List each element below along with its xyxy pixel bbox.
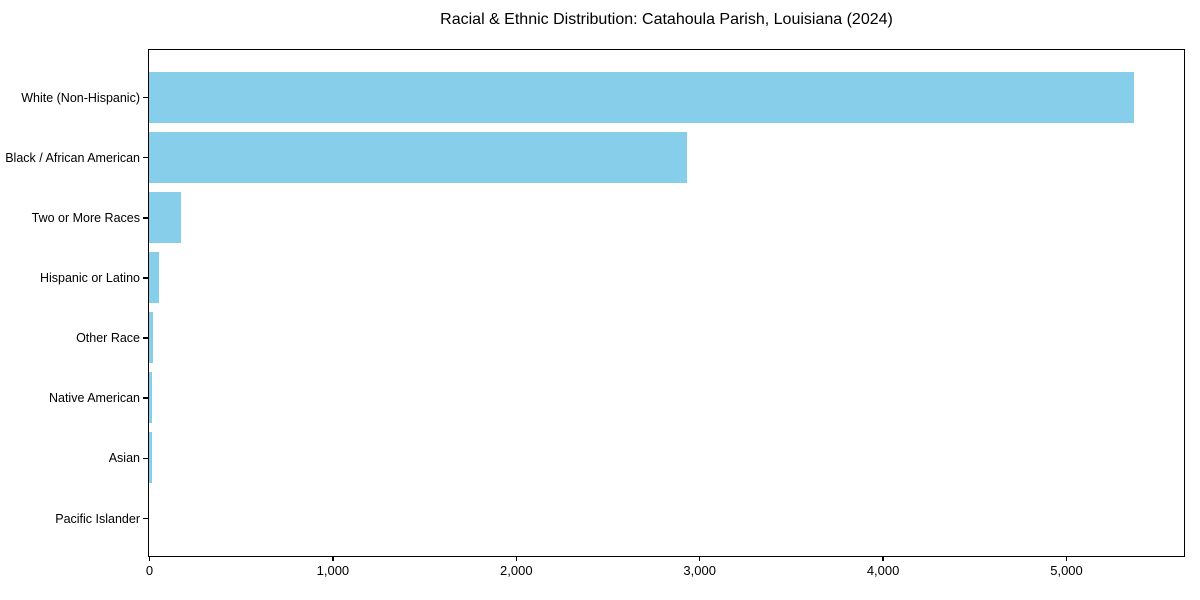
x-tick-label: 2,000 <box>500 563 533 578</box>
x-tick-label: 3,000 <box>683 563 716 578</box>
x-tick-mark <box>148 556 151 561</box>
y-axis-label: Two or More Races <box>31 210 140 225</box>
y-axis-label: Hispanic or Latino <box>39 270 140 285</box>
y-tick-mark <box>143 457 148 460</box>
x-tick-mark <box>332 556 334 561</box>
x-tick-mark <box>515 556 517 561</box>
y-axis-label: Native American <box>48 391 140 406</box>
x-tick-mark <box>882 556 884 561</box>
plot-area <box>148 49 1185 557</box>
y-tick-mark <box>143 277 148 279</box>
x-tick-label: 4,000 <box>866 563 900 578</box>
chart-title: Racial & Ethnic Distribution: Catahoula … <box>440 11 893 28</box>
y-axis-label: White (Non-Hispanic) <box>21 90 140 105</box>
bar-black-african-american <box>149 131 688 183</box>
bar-native-american <box>149 372 152 424</box>
x-tick-mark <box>1065 556 1068 561</box>
bar-other-race <box>149 312 153 364</box>
bar-asian <box>149 432 152 484</box>
y-tick-mark <box>143 517 148 520</box>
x-tick-mark <box>698 556 701 561</box>
y-axis-label: Other Race <box>76 331 140 346</box>
y-tick-mark <box>143 217 148 219</box>
x-tick-label: 1,000 <box>316 563 350 578</box>
x-tick-label: 5,000 <box>1050 563 1083 578</box>
y-tick-mark <box>143 156 148 159</box>
bar-two-or-more-races <box>149 191 181 243</box>
y-tick-mark <box>143 96 148 99</box>
bar-white-non-hispanic <box>149 71 1134 123</box>
y-tick-mark <box>143 337 148 339</box>
y-axis-label: Asian <box>108 451 140 466</box>
bar-hispanic-or-latino <box>149 251 160 303</box>
y-tick-mark <box>143 397 148 399</box>
x-tick-label: 0 <box>145 563 154 578</box>
y-axis-label: Pacific Islander <box>55 511 140 526</box>
y-axis-label: Black / African American <box>5 150 140 165</box>
